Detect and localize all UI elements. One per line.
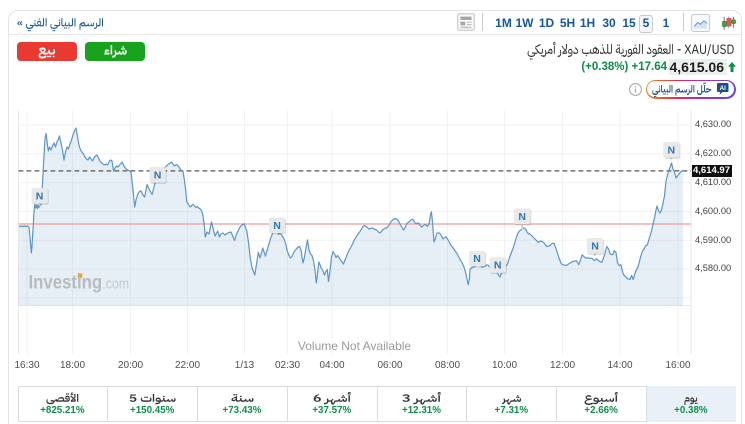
svg-text:N: N <box>36 190 44 202</box>
svg-text:N: N <box>154 169 162 181</box>
svg-text:AI: AI <box>720 85 726 92</box>
svg-text:N: N <box>494 260 502 272</box>
svg-text:N: N <box>668 144 676 156</box>
svg-text:N: N <box>591 240 599 252</box>
svg-text:N: N <box>518 211 526 223</box>
svg-text:.com: .com <box>102 276 129 293</box>
svg-text:N: N <box>273 220 281 232</box>
svg-text:Investıng: Investıng <box>29 272 103 294</box>
svg-text:N: N <box>473 253 481 265</box>
